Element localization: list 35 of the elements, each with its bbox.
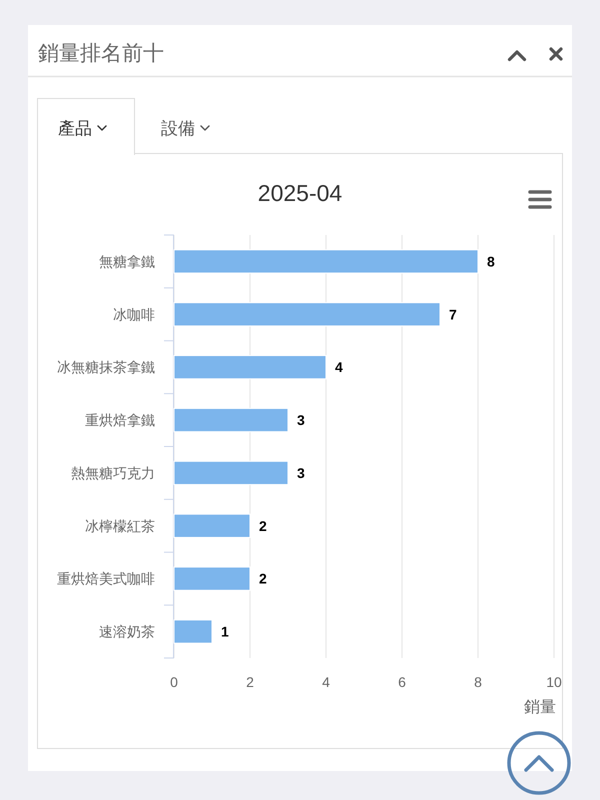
x-tick-label: 8: [474, 674, 482, 690]
bar: [174, 355, 326, 380]
y-tick-label: 冰咖啡: [113, 306, 155, 322]
bar: [174, 249, 478, 274]
bar: [174, 302, 440, 326]
x-tick-label: 0: [170, 674, 178, 690]
y-tick-label: 冰無糖抹茶拿鐵: [57, 359, 155, 376]
bar: [174, 514, 250, 538]
y-tick-label: 熱無糖巧克力: [71, 464, 155, 481]
data-label: 3: [297, 412, 305, 428]
chart-title: 銷量排名前十: [38, 42, 164, 65]
x-tick-label: 10: [546, 674, 562, 690]
text: 產品: [58, 119, 92, 138]
data-label: 7: [449, 306, 457, 322]
bar: [174, 619, 212, 644]
data-label: 2: [259, 570, 267, 587]
x-tick-label: 4: [322, 674, 330, 690]
text: 設備: [161, 119, 195, 138]
y-tick-label: 速溶奶茶: [99, 624, 155, 640]
x-tick-label: 6: [398, 674, 406, 690]
chart-subtitle: 2025-04: [258, 180, 342, 206]
data-label: 3: [297, 464, 305, 481]
data-label: 4: [335, 359, 343, 376]
data-label: 2: [259, 518, 267, 534]
bar: [174, 460, 288, 486]
data-label: 1: [221, 624, 229, 640]
x-tick-label: 2: [246, 674, 254, 690]
y-tick-label: 重烘焙拿鐵: [85, 412, 155, 428]
y-tick-label: 冰檸檬紅茶: [85, 518, 155, 534]
x-axis-title: 銷量: [524, 699, 556, 716]
data-label: 8: [487, 253, 495, 270]
bar: [174, 566, 250, 591]
y-tick-label: 重烘焙美式咖啡: [57, 570, 155, 587]
bar: [174, 408, 288, 432]
y-tick-label: 無糖拿鐵: [99, 253, 155, 270]
